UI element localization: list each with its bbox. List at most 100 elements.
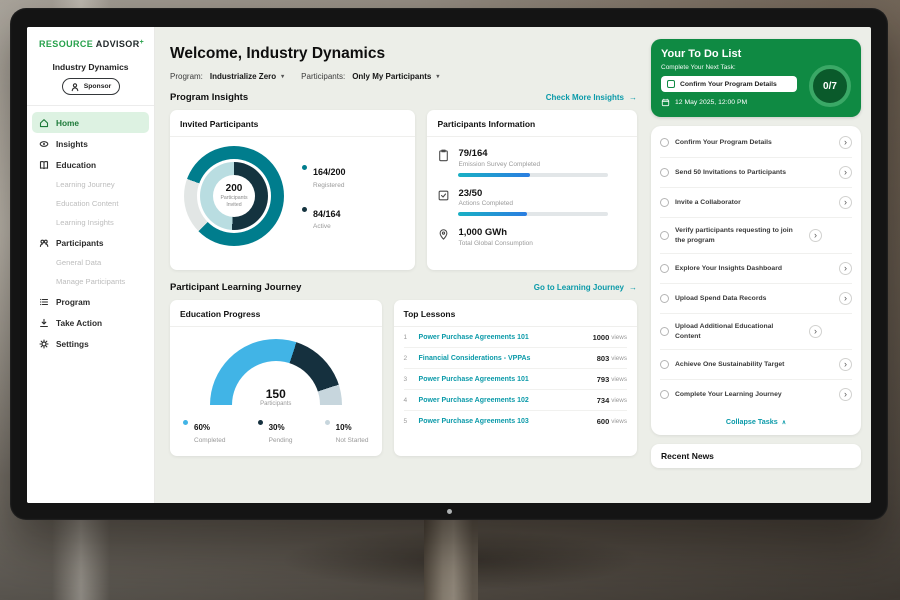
checkbox-icon[interactable]: [660, 231, 669, 241]
sidebar-item-label: Education Content: [56, 199, 119, 208]
home-icon: [39, 118, 49, 127]
insights-cards-row: Invited Participants 200 Participants In…: [170, 110, 637, 270]
todo-title: Your To Do List: [661, 48, 742, 60]
lesson-link[interactable]: Power Purchase Agreements 103: [418, 417, 529, 425]
legend-value: 84/164: [313, 208, 341, 219]
sidebar-item-label: Manage Participants: [56, 277, 126, 286]
task-label: Invite a Collaborator: [675, 198, 741, 206]
sidebar-item-learning-journey[interactable]: Learning Journey: [27, 175, 154, 194]
task-row-explore-insights[interactable]: Explore Your Insights Dashboard: [660, 254, 852, 285]
task-row-complete-learning-journey[interactable]: Complete Your Learning Journey: [660, 380, 852, 409]
metric-progress-fill: [458, 172, 531, 177]
task-label: Upload Spend Data Records: [675, 294, 767, 302]
legend-dot: [302, 206, 307, 212]
participants-filter-select[interactable]: Only My Participants: [352, 72, 439, 81]
lesson-views-unit: views: [611, 375, 627, 383]
sidebar-item-program[interactable]: Program: [27, 291, 154, 312]
list-icon: [40, 298, 49, 305]
lesson-views-unit: views: [611, 354, 627, 362]
chevron-right-icon[interactable]: [839, 166, 852, 179]
task-row-achieve-target[interactable]: Achieve One Sustainability Target: [660, 350, 852, 381]
chevron-right-icon[interactable]: [809, 325, 822, 339]
lesson-link[interactable]: Financial Considerations - VPPAs: [418, 354, 531, 362]
chevron-right-icon[interactable]: [809, 229, 822, 243]
legend-dot: [257, 420, 263, 425]
sidebar-item-general-data[interactable]: General Data: [27, 253, 154, 272]
org-name: Industry Dynamics: [52, 62, 129, 72]
sidebar-item-learning-insights[interactable]: Learning Insights: [27, 213, 154, 232]
participants-filter-label: Participants:: [301, 72, 346, 81]
gauge-center-label: Participants: [260, 401, 292, 407]
checklist-icon: [439, 190, 449, 200]
checkbox-icon[interactable]: [660, 198, 669, 207]
legend-item-not-started: 10% Not Started: [324, 417, 369, 444]
legend-label: Active: [313, 223, 331, 230]
sponsor-badge[interactable]: Sponsor: [61, 78, 120, 95]
donut-legend: 164/200 Registered 84/164 Active: [302, 146, 346, 246]
task-row-upload-spend-data[interactable]: Upload Spend Data Records: [660, 284, 852, 315]
download-icon: [40, 318, 48, 327]
sidebar-item-education-content[interactable]: Education Content: [27, 194, 154, 213]
sidebar-item-label: Education: [56, 159, 97, 170]
sidebar-nav: Home Insights Education Learning Journey…: [27, 112, 154, 354]
program-insights-title: Program Insights: [170, 92, 249, 103]
go-to-learning-journey-link[interactable]: Go to Learning Journey: [534, 283, 637, 292]
sidebar: RESOURCE ADVISOR+ Industry Dynamics Spon…: [27, 27, 155, 503]
lesson-link[interactable]: Power Purchase Agreements 101: [418, 333, 529, 341]
sidebar-item-manage-participants[interactable]: Manage Participants: [27, 272, 154, 291]
checkbox-icon[interactable]: [660, 264, 669, 274]
task-row-upload-educational-content[interactable]: Upload Additional Educational Content: [660, 314, 852, 351]
legend-value: 164/200: [313, 167, 346, 177]
sidebar-item-insights[interactable]: Insights: [27, 133, 154, 154]
sidebar-item-participants[interactable]: Participants: [27, 232, 154, 253]
chevron-right-icon[interactable]: [839, 292, 852, 306]
checkbox-icon[interactable]: [660, 390, 669, 400]
chevron-right-icon[interactable]: [839, 136, 852, 149]
checkbox-icon[interactable]: [667, 80, 675, 88]
lesson-link[interactable]: Power Purchase Agreements 102: [418, 396, 529, 404]
task-row-invite-collaborator[interactable]: Invite a Collaborator: [660, 188, 852, 218]
collapse-tasks-link[interactable]: Collapse Tasks: [660, 409, 852, 433]
legend-value: 30%: [268, 423, 285, 432]
checkbox-icon[interactable]: [660, 327, 669, 337]
sidebar-item-label: Program: [56, 296, 91, 307]
checkbox-icon[interactable]: [660, 138, 669, 147]
logo-text-primary: RESOURCE: [39, 39, 94, 49]
sidebar-item-education[interactable]: Education: [27, 154, 154, 175]
legend-dot: [324, 420, 330, 425]
gauge-center: 150 Participants: [210, 387, 342, 407]
lesson-row: 1 Power Purchase Agreements 101 1000 vie…: [403, 327, 627, 348]
education-progress-card: Education Progress 150 Participants: [170, 300, 382, 456]
check-more-insights-link[interactable]: Check More Insights: [546, 93, 637, 102]
legend-dot: [302, 165, 307, 170]
task-row-verify-participants[interactable]: Verify participants requesting to join t…: [660, 218, 852, 255]
logo-plus: +: [139, 39, 145, 46]
checkbox-icon[interactable]: [660, 294, 669, 304]
checkbox-icon[interactable]: [660, 360, 669, 370]
sidebar-item-settings[interactable]: Settings: [27, 333, 154, 354]
todo-next-task[interactable]: Confirm Your Program Details: [661, 76, 797, 92]
card-divider: [170, 326, 382, 327]
sidebar-item-label: Insights: [56, 138, 88, 149]
sidebar-item-home[interactable]: Home: [32, 112, 149, 133]
education-progress-title: Education Progress: [180, 309, 261, 319]
checkbox-icon[interactable]: [660, 168, 669, 177]
program-filter-select[interactable]: Industrialize Zero: [210, 72, 284, 81]
task-label: Send 50 Invitations to Participants: [675, 168, 787, 176]
lesson-views: 803: [596, 353, 610, 363]
chevron-right-icon[interactable]: [839, 262, 852, 276]
sidebar-item-take-action[interactable]: Take Action: [27, 312, 154, 333]
chevron-right-icon[interactable]: [839, 196, 852, 209]
task-label: Achieve One Sustainability Target: [675, 360, 785, 368]
task-row-confirm-program[interactable]: Confirm Your Program Details: [660, 128, 852, 158]
chevron-right-icon[interactable]: [839, 388, 852, 402]
task-row-send-invitations[interactable]: Send 50 Invitations to Participants: [660, 158, 852, 188]
donut-center-value: 200: [225, 183, 243, 195]
lesson-link[interactable]: Power Purchase Agreements 101: [418, 375, 529, 383]
todo-subtitle: Complete Your Next Task:: [661, 64, 736, 71]
invited-participants-title: Invited Participants: [180, 119, 259, 129]
lesson-row: 3 Power Purchase Agreements 101 793 view…: [403, 369, 627, 390]
lesson-views-unit: views: [611, 417, 627, 425]
metric-progress-fill: [458, 212, 528, 216]
chevron-right-icon[interactable]: [839, 358, 852, 372]
